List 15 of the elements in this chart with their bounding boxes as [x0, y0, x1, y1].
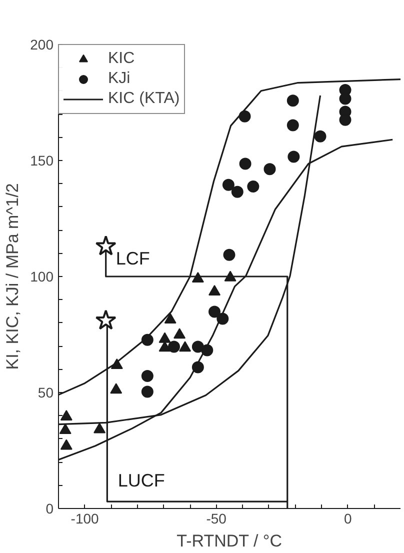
y-tick-label: 150 [30, 152, 54, 168]
y-axis-title: KI, KIC, KJi / MPa m^1/2 [3, 183, 22, 370]
y-tick-label: 200 [30, 36, 54, 52]
legend-label: KJi [108, 70, 130, 88]
y-tick-label: 0 [46, 500, 54, 516]
annotation: LCF [116, 248, 150, 268]
y-tick-label: 100 [30, 268, 54, 284]
x-tick-label: 0 [344, 510, 352, 526]
x-axis-title: T-RTNDT / °C [176, 532, 282, 550]
legend-label: KIC (KTA) [108, 90, 180, 108]
x-tick-label: -100 [70, 510, 100, 526]
annotation: LUCF [118, 470, 165, 491]
x-tick-label: -50 [206, 510, 227, 526]
legend-label: KIC [108, 50, 135, 68]
y-tick-label: 50 [38, 384, 54, 400]
